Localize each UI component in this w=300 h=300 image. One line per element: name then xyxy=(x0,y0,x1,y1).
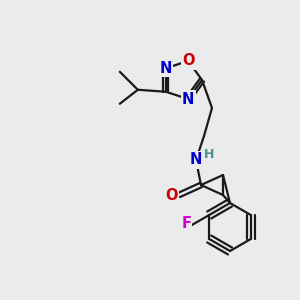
Text: N: N xyxy=(160,61,172,76)
Text: N: N xyxy=(182,92,194,106)
Text: O: O xyxy=(166,188,178,202)
Text: H: H xyxy=(204,148,214,161)
Text: F: F xyxy=(181,217,191,232)
Text: O: O xyxy=(182,53,194,68)
Text: N: N xyxy=(190,152,202,167)
